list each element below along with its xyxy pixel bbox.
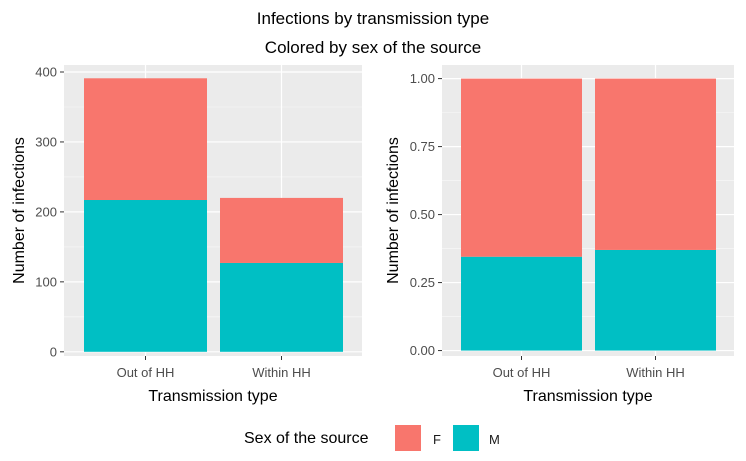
y-axis-title: Number of infections xyxy=(385,137,402,284)
y-tick-label: 0.25 xyxy=(410,275,435,290)
y-axis-title: Number of infections xyxy=(11,137,28,284)
x-tick-label: Out of HH xyxy=(117,365,175,380)
chart-title: Infections by transmission type xyxy=(256,9,490,28)
legend-label-m: M xyxy=(489,432,500,447)
bar-f-within-hh xyxy=(595,78,716,250)
legend-label-f: F xyxy=(433,432,441,447)
legend-key-f xyxy=(395,425,421,451)
legend-key-m xyxy=(453,425,479,451)
y-tick-label: 0.00 xyxy=(410,343,435,358)
x-tick-label: Within HH xyxy=(252,365,311,380)
bar-m-within-hh xyxy=(220,262,343,352)
y-tick-label: 1.00 xyxy=(410,71,435,86)
y-tick-label: 400 xyxy=(35,64,57,79)
bar-f-out-of-hh xyxy=(461,78,582,257)
bar-f-within-hh xyxy=(220,197,343,263)
y-tick-label: 0.50 xyxy=(410,207,435,222)
legend: Sex of the source F M xyxy=(0,422,746,454)
x-tick-label: Within HH xyxy=(626,365,685,380)
bar-m-out-of-hh xyxy=(461,256,582,351)
bar-m-within-hh xyxy=(595,249,716,351)
bar-m-out-of-hh xyxy=(84,200,207,352)
x-axis-title: Transmission type xyxy=(523,388,652,405)
y-tick-label: 300 xyxy=(35,134,57,149)
x-axis-title: Transmission type xyxy=(148,388,277,405)
y-tick-label: 100 xyxy=(35,274,57,289)
chart-subtitle: Colored by sex of the source xyxy=(264,38,482,57)
y-tick-label: 200 xyxy=(35,204,57,219)
bar-f-out-of-hh xyxy=(84,78,207,201)
y-tick-label: 0.75 xyxy=(410,139,435,154)
y-tick-label: 0 xyxy=(50,344,57,359)
legend-title: Sex of the source xyxy=(244,430,369,447)
x-tick-label: Out of HH xyxy=(493,365,551,380)
